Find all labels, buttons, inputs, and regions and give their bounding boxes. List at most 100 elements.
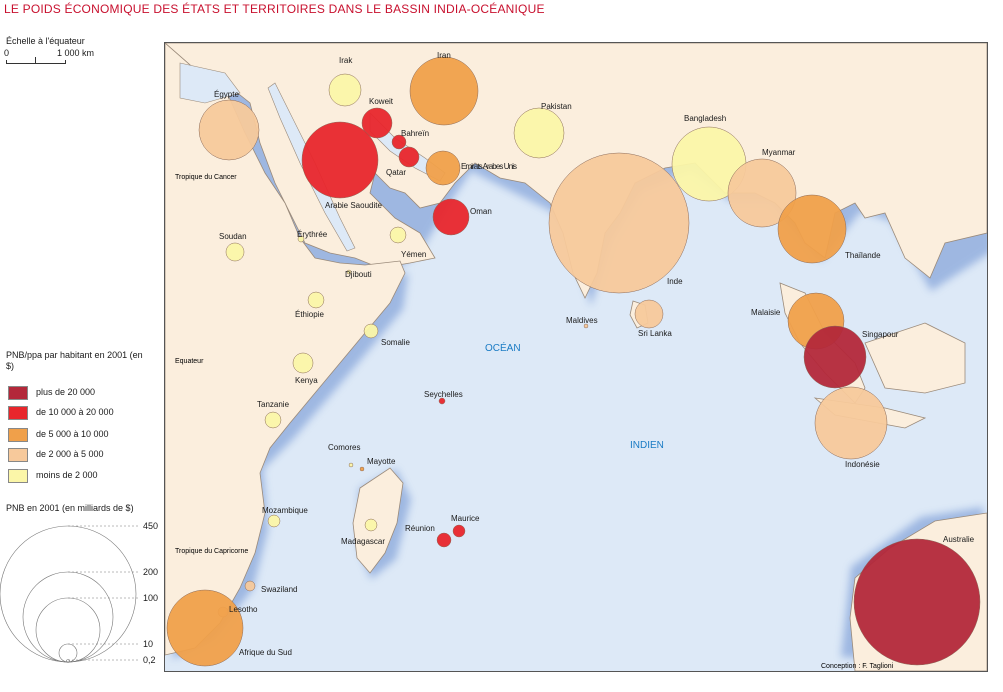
label-pakistan: Pakistan bbox=[541, 102, 572, 111]
label-inde: Inde bbox=[667, 277, 683, 286]
circle-qatar bbox=[398, 146, 420, 168]
circle-mozambique bbox=[267, 514, 281, 528]
circle-comores bbox=[348, 462, 354, 468]
label-yemen: Yémen bbox=[401, 250, 426, 259]
color-legend-title: PNB/ppa par habitant en 2001 (en $) bbox=[6, 350, 143, 371]
credit-label: Conception : F. Taglioni bbox=[821, 663, 894, 670]
label-maldives: Maldives bbox=[566, 316, 598, 325]
tropic-capricorn-label: Tropique du Capricorne bbox=[175, 548, 248, 555]
label-qatar: Qatar bbox=[386, 168, 406, 177]
circle-afrique-du-sud bbox=[166, 589, 244, 667]
circle-koweit bbox=[361, 107, 393, 139]
circle-reunion bbox=[436, 532, 452, 548]
label-soudan: Soudan bbox=[219, 232, 247, 241]
circle-yemen bbox=[389, 226, 407, 244]
ocean-label-1: OCÉAN bbox=[485, 341, 521, 354]
circle-djibouti bbox=[346, 269, 352, 275]
label-arabie-saoudite: Arabie Saoudite bbox=[325, 201, 382, 210]
circle-tanzanie bbox=[264, 411, 282, 429]
size-circle-02 bbox=[66, 659, 70, 663]
circle-emirats bbox=[425, 150, 461, 186]
label-bahrein: Bahreïn bbox=[401, 129, 429, 138]
circle-oman bbox=[432, 198, 470, 236]
size-value-450: 450 bbox=[143, 521, 158, 531]
label-indonesie: Indonésie bbox=[845, 460, 880, 469]
circle-egypte bbox=[198, 99, 260, 161]
legend-label: de 10 000 à 20 000 bbox=[36, 407, 114, 417]
scale-label: Échelle à l'équateur bbox=[6, 36, 85, 46]
circle-indonesie bbox=[814, 386, 888, 460]
map-svg: Tropique du Cancer Equateur Tropique du … bbox=[165, 43, 987, 671]
label-myanmar: Myanmar bbox=[762, 148, 796, 157]
label-erythree: Érythrée bbox=[297, 230, 328, 239]
label-iran: Iran bbox=[437, 51, 451, 60]
ocean-label-2: INDIEN bbox=[630, 440, 664, 451]
circle-singapour bbox=[803, 325, 867, 389]
label-oman: Oman bbox=[470, 207, 492, 216]
label-djibouti: Djibouti bbox=[345, 270, 372, 279]
circle-pakistan bbox=[513, 107, 565, 159]
circle-australie bbox=[853, 538, 981, 666]
circle-kenya bbox=[292, 352, 314, 374]
size-value-100: 100 bbox=[143, 593, 158, 603]
circle-maurice bbox=[452, 524, 466, 538]
label-mozambique: Mozambique bbox=[262, 506, 308, 515]
label-australie: Australie bbox=[943, 535, 975, 544]
label-egypte: Égypte bbox=[214, 90, 239, 99]
label-malaisie: Malaisie bbox=[751, 308, 781, 317]
label-reunion: Réunion bbox=[405, 524, 435, 533]
circle-iran bbox=[409, 56, 479, 126]
circle-swaziland bbox=[244, 580, 256, 592]
circle-somalie bbox=[363, 323, 379, 339]
tropic-cancer-label: Tropique du Cancer bbox=[175, 174, 237, 181]
label-mayotte: Mayotte bbox=[367, 457, 396, 466]
label-irak: Irak bbox=[339, 56, 353, 65]
legend-label: moins de 2 000 bbox=[36, 470, 98, 480]
circle-ethiopie bbox=[307, 291, 325, 309]
label-maurice: Maurice bbox=[451, 514, 480, 523]
label-ethiopie: Éthiopie bbox=[295, 310, 324, 319]
size-legend-title: PNB en 2001 (en milliards de $) bbox=[6, 503, 134, 513]
circle-bahrein bbox=[391, 134, 407, 150]
map-title: LE POIDS ÉCONOMIQUE DES ÉTATS ET TERRITO… bbox=[4, 2, 545, 16]
circle-mayotte bbox=[359, 466, 365, 472]
circle-maldives bbox=[583, 323, 589, 329]
legend-swatch bbox=[8, 406, 28, 420]
size-legend: 450 200 100 10 0,2 bbox=[0, 521, 158, 665]
label-singapour: Singapour bbox=[862, 330, 899, 339]
legend-swatch bbox=[8, 428, 28, 442]
legend-swatch bbox=[8, 386, 28, 400]
label-kenya: Kenya bbox=[295, 376, 318, 385]
label-sri-lanka: Sri Lanka bbox=[638, 329, 672, 338]
legend-label: de 2 000 à 5 000 bbox=[36, 449, 104, 459]
size-circle-200 bbox=[22, 571, 114, 663]
circle-erythree bbox=[297, 235, 305, 243]
label-bangladesh: Bangladesh bbox=[684, 114, 726, 123]
circle-seychelles bbox=[438, 397, 446, 405]
legend-label: de 5 000 à 10 000 bbox=[36, 429, 109, 439]
circle-sri-lanka bbox=[634, 299, 664, 329]
map-frame: Tropique du Cancer Equateur Tropique du … bbox=[164, 42, 988, 672]
label-thailande: Thaïlande bbox=[845, 251, 881, 260]
size-value-10: 10 bbox=[143, 639, 153, 649]
legend-label: plus de 20 000 bbox=[36, 387, 96, 397]
legend-swatch bbox=[8, 469, 28, 483]
legend-swatch bbox=[8, 448, 28, 462]
circle-inde bbox=[548, 152, 690, 294]
label-seychelles: Seychelles bbox=[424, 390, 463, 399]
label-afrique-du-sud: Afrique du Sud bbox=[239, 648, 292, 657]
label-somalie: Somalie bbox=[381, 338, 410, 347]
equator-label: Equateur bbox=[175, 358, 204, 365]
proportional-circles bbox=[166, 56, 981, 667]
label-koweit: Koweit bbox=[369, 97, 394, 106]
size-value-200: 200 bbox=[143, 567, 158, 577]
circle-madagascar bbox=[364, 518, 378, 532]
label-lesotho: Lesotho bbox=[229, 605, 258, 614]
size-circle-450 bbox=[0, 525, 137, 663]
circle-soudan bbox=[225, 242, 245, 262]
circle-arabie-saoudite bbox=[301, 121, 379, 199]
label-tanzanie: Tanzanie bbox=[257, 400, 290, 409]
scale-bar bbox=[6, 57, 66, 64]
scale-zero: 0 bbox=[4, 48, 10, 58]
circle-myanmar bbox=[727, 158, 797, 228]
